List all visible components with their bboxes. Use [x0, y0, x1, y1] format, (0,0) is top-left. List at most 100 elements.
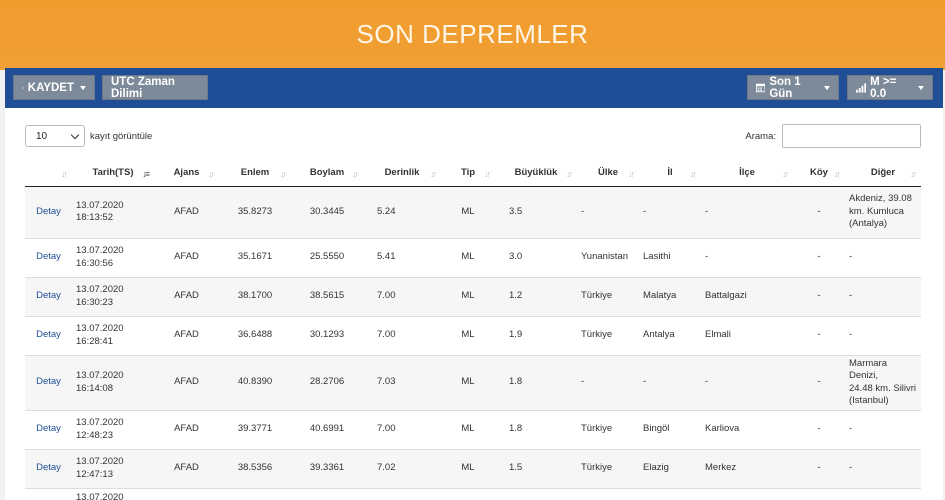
latitude-cell: 36.6488: [219, 316, 291, 356]
detail-link[interactable]: Detay: [25, 316, 72, 356]
type-cell: [441, 488, 495, 500]
page-title: SON DEPREMLER: [356, 19, 589, 49]
column-header-magnitude[interactable]: Büyüklük ↓↑: [495, 160, 577, 187]
column-header-agency[interactable]: Ajans ↓↑: [154, 160, 219, 187]
page-length-control: 10 kayıt görüntüle: [25, 125, 152, 147]
type-cell: ML: [441, 277, 495, 317]
sort-icon: ↓↑: [628, 169, 635, 179]
datetime-cell: 13.07.2020 16:28:41: [72, 316, 154, 356]
calendar-icon: [756, 83, 766, 93]
sort-icon: ↓↑: [208, 169, 215, 179]
sort-icon: ↓↑: [566, 169, 573, 179]
latitude-cell: 38.1700: [219, 277, 291, 317]
other-cell: -: [845, 449, 921, 489]
detail-link[interactable]: Detay: [25, 277, 72, 317]
time-text: 12:47:13: [76, 468, 113, 480]
column-header-depth[interactable]: Derinlik ↓↑: [363, 160, 441, 187]
sort-desc-icon: ↓≡: [142, 169, 150, 179]
country-cell: Türkiye: [577, 316, 639, 356]
sort-icon: ↓↑: [352, 169, 359, 179]
column-header-province[interactable]: İl ↓↑: [639, 160, 701, 187]
other-cell: -: [845, 238, 921, 278]
district-cell: Merkez: [701, 449, 793, 489]
magnitude-cell: 1.2: [495, 277, 577, 317]
search-input[interactable]: [782, 124, 921, 148]
district-cell: -: [701, 186, 793, 239]
column-header-date[interactable]: Tarih(TS) ↓≡: [72, 160, 154, 187]
column-header-latitude[interactable]: Enlem ↓↑: [219, 160, 291, 187]
longitude-cell: 30.3445: [291, 186, 363, 239]
other-cell: -: [845, 316, 921, 356]
datetime-cell: 13.07.2020 18:13:52: [72, 186, 154, 239]
magnitude-cell: 3.0: [495, 238, 577, 278]
sort-icon: ↓↑: [782, 169, 789, 179]
utc-timezone-button[interactable]: UTC Zaman Dilimi: [102, 75, 208, 100]
depth-cell: 5.24: [363, 186, 441, 239]
depth-cell: 7.02: [363, 449, 441, 489]
village-cell: -: [793, 238, 845, 278]
period-label: Son 1 Gün: [769, 75, 801, 100]
column-header-longitude[interactable]: Boylam ↓↑: [291, 160, 363, 187]
sort-icon: ↓↑: [61, 169, 68, 179]
table-row: Detay 13.07.2020 16:28:41 AFAD 36.6488 30.129…: [25, 316, 921, 356]
date-text: 13.07.2020: [76, 491, 124, 500]
agency-cell: AFAD: [154, 316, 219, 356]
type-cell: ML: [441, 316, 495, 356]
toolbar: KAYDET UTC Zaman Dilimi Son 1 Gün M >= 0…: [5, 68, 943, 108]
agency-cell: [154, 488, 219, 500]
page-length-select[interactable]: 10: [25, 125, 85, 147]
detail-link[interactable]: [25, 488, 72, 500]
save-button[interactable]: KAYDET: [13, 75, 95, 100]
other-line: Akdeniz, 39.08: [849, 193, 912, 205]
province-cell: Lasithi: [639, 238, 701, 278]
column-header[interactable]: ↓↑: [25, 160, 72, 187]
detail-link[interactable]: Detay: [25, 410, 72, 450]
agency-cell: AFAD: [154, 186, 219, 239]
time-text: 16:30:56: [76, 257, 113, 269]
country-cell: Türkiye: [577, 449, 639, 489]
depth-cell: 7.00: [363, 410, 441, 450]
district-cell: Elmali: [701, 316, 793, 356]
longitude-cell: 39.3361: [291, 449, 363, 489]
other-cell: Akdeniz, 39.08 km. Kumluca (Antalya): [845, 186, 921, 239]
column-header-type[interactable]: Tip ↓↑: [441, 160, 495, 187]
other-line: -: [849, 251, 853, 263]
table-row: Detay 13.07.2020 12:48:23 AFAD 39.3771 40.699…: [25, 410, 921, 450]
chevron-down-icon: [80, 85, 86, 90]
other-line: -: [849, 290, 853, 302]
province-cell: -: [639, 186, 701, 239]
time-text: 12:48:23: [76, 429, 113, 441]
detail-link[interactable]: Detay: [25, 355, 72, 411]
other-line: Marmara Denizi,: [849, 357, 888, 382]
detail-link[interactable]: Detay: [25, 238, 72, 278]
village-cell: -: [793, 410, 845, 450]
magnitude-cell: 1.5: [495, 449, 577, 489]
longitude-cell: 30.1293: [291, 316, 363, 356]
depth-cell: [363, 488, 441, 500]
magnitude-cell: 3.5: [495, 186, 577, 239]
latitude-cell: 35.1671: [219, 238, 291, 278]
date-text: 13.07.2020: [76, 323, 124, 334]
period-dropdown[interactable]: Son 1 Gün: [747, 75, 839, 100]
detail-link[interactable]: Detay: [25, 186, 72, 239]
results-panel: 10 kayıt görüntüle Arama: ↓↑ Tarih(TS) ↓≡…: [5, 108, 943, 500]
province-cell: [639, 488, 701, 500]
table-body: Detay 13.07.2020 18:13:52 AFAD 35.8273 30.344…: [25, 186, 921, 500]
search-control: Arama:: [745, 124, 921, 148]
village-cell: -: [793, 186, 845, 239]
detail-link[interactable]: Detay: [25, 449, 72, 489]
district-cell: [701, 488, 793, 500]
village-cell: [793, 488, 845, 500]
magnitude-dropdown[interactable]: M >= 0.0: [847, 75, 933, 100]
column-header-village[interactable]: Köy ↓↑: [793, 160, 845, 187]
other-line: km. Kumluca: [849, 205, 904, 217]
chevron-down-icon: [70, 130, 80, 139]
column-header-other[interactable]: Diğer ↓↑: [845, 160, 921, 187]
depth-cell: 7.00: [363, 316, 441, 356]
other-cell: [845, 488, 921, 500]
chevron-down-icon: [824, 85, 830, 90]
column-header-district[interactable]: İlçe ↓↑: [701, 160, 793, 187]
column-header-country[interactable]: Ülke ↓↑: [577, 160, 639, 187]
time-text: 18:13:52: [76, 212, 113, 223]
sort-icon: ↓↑: [430, 169, 437, 179]
